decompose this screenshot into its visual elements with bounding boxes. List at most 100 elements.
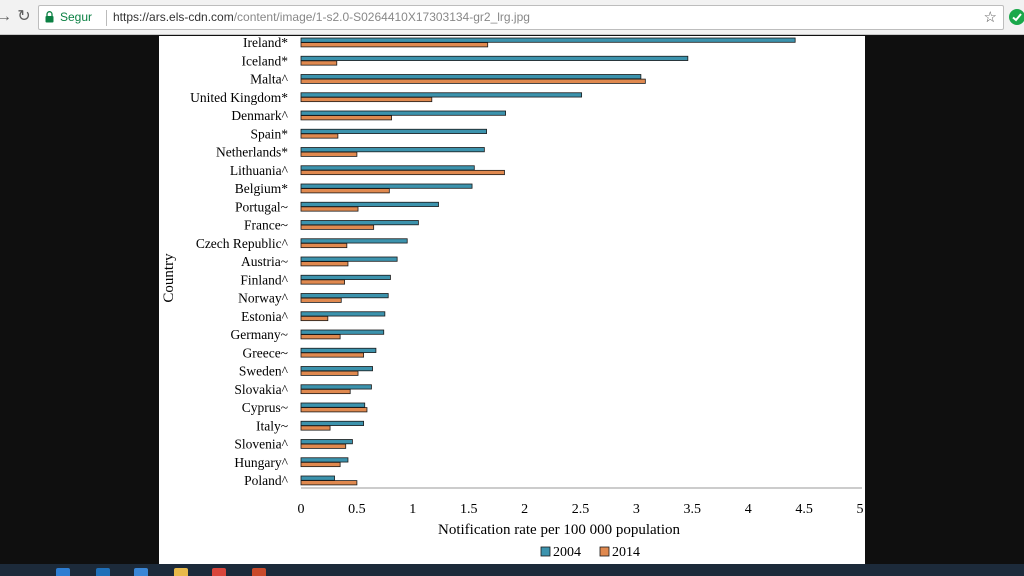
bar-2004	[300, 256, 398, 262]
lock-icon	[45, 11, 54, 23]
category-label: Germany~	[230, 327, 288, 342]
bar-2004	[300, 37, 796, 43]
bar-2004	[300, 74, 642, 80]
category-label: Cyprus~	[242, 400, 288, 415]
y-axis-title: Country	[161, 253, 177, 303]
bar-2004	[300, 457, 349, 463]
x-tick-label: 4.5	[795, 502, 813, 517]
address-separator	[106, 10, 107, 26]
bar-2014	[300, 78, 646, 84]
bar-2014	[300, 388, 351, 395]
bar-2004	[300, 128, 487, 134]
bar-2004	[300, 347, 377, 353]
bar-2014	[300, 133, 339, 139]
category-label: Slovakia^	[234, 382, 288, 397]
category-label: Lithuania^	[230, 163, 289, 178]
legend-label-2014: 2014	[612, 545, 640, 560]
bar-2014	[300, 224, 375, 230]
taskbar-office-icon[interactable]	[252, 568, 266, 576]
bar-2004	[300, 329, 385, 335]
legend-swatch-2014	[599, 546, 610, 557]
category-label: Spain*	[250, 126, 288, 141]
bar-2004	[300, 110, 506, 116]
x-tick-label: 0.5	[348, 502, 366, 517]
category-label: Hungary^	[234, 455, 288, 470]
category-label: Sweden^	[239, 364, 289, 379]
category-label: France~	[244, 218, 288, 233]
extension-check-icon[interactable]	[1009, 9, 1024, 25]
category-label: Austria~	[241, 254, 288, 269]
bar-2014	[300, 334, 341, 340]
x-tick-label: 1	[409, 502, 416, 517]
bar-2004	[300, 220, 419, 226]
bar-2004	[300, 475, 335, 481]
category-label: Malta^	[250, 72, 288, 87]
bar-2014	[300, 279, 346, 285]
category-label: Denmark^	[231, 108, 288, 123]
category-label: Poland^	[244, 473, 289, 488]
address-bar[interactable]: Segur https://ars.els-cdn.com/content/im…	[38, 5, 1004, 30]
taskbar-app-icon[interactable]	[134, 568, 148, 576]
taskbar-browser-icon[interactable]	[56, 568, 70, 576]
bar-2014	[300, 480, 358, 486]
x-tick-label: 2	[521, 502, 528, 517]
bar-2004	[300, 274, 391, 280]
taskbar-chrome-icon[interactable]	[212, 568, 226, 576]
category-label: Greece~	[242, 345, 288, 360]
url-path: /content/image/1-s2.0-S0264410X17303134-…	[233, 10, 530, 24]
bookmark-star-icon[interactable]: ☆	[983, 9, 997, 26]
category-label: Belgium*	[235, 181, 288, 196]
bar-2014	[300, 242, 348, 249]
category-label: Italy~	[256, 418, 288, 433]
secure-label: Segur	[60, 10, 93, 24]
bar-2004	[300, 147, 485, 153]
bar-2004	[300, 293, 389, 299]
legend-swatch-2004	[540, 546, 551, 557]
taskbar-folder-icon[interactable]	[174, 568, 188, 576]
bar-2014	[300, 115, 392, 121]
bar-2014	[300, 151, 358, 157]
category-label: Estonia^	[241, 309, 288, 324]
reload-icon[interactable]: ↻	[17, 8, 31, 25]
bar-2004	[300, 55, 689, 61]
bar-2014	[300, 443, 347, 449]
bar-2014	[300, 206, 359, 212]
x-axis-title: Notification rate per 100 000 population	[438, 522, 681, 538]
bar-2014	[300, 370, 359, 376]
bar-2004	[300, 366, 373, 372]
bar-2004	[300, 439, 353, 445]
forward-arrow-icon[interactable]: →	[0, 8, 12, 25]
legend-label-2004: 2004	[553, 545, 581, 560]
browser-toolbar: → ↻ Segur https://ars.els-cdn.com/conten…	[0, 0, 1024, 35]
x-tick-label: 4	[745, 502, 752, 517]
bar-2014	[300, 315, 329, 322]
bar-2014	[300, 425, 331, 431]
url-text[interactable]: https://ars.els-cdn.com/content/image/1-…	[113, 10, 530, 24]
bar-2004	[300, 238, 408, 244]
x-tick-label: 3.5	[684, 502, 702, 517]
x-tick-label: 2.5	[572, 502, 590, 517]
category-label: Norway^	[238, 291, 288, 306]
bar-2014	[300, 96, 433, 103]
bar-chart: Ireland* Iceland* Malta^ United Kingdom* Den…	[161, 36, 864, 560]
x-tick-label: 1.5	[460, 502, 478, 517]
x-tick-label: 0	[298, 502, 305, 517]
category-label: Portugal~	[235, 199, 288, 214]
category-label: Finland^	[240, 272, 288, 287]
taskbar-word-icon[interactable]	[96, 568, 110, 576]
x-tick-label: 5	[857, 502, 864, 517]
bar-2014	[300, 407, 368, 413]
taskbar	[0, 564, 1024, 576]
bar-2004	[300, 165, 475, 171]
category-label: Iceland*	[242, 53, 289, 68]
chart-figure: Ireland* Iceland* Malta^ United Kingdom* Den…	[159, 36, 865, 564]
bar-2004	[300, 201, 439, 207]
bar-2004	[300, 420, 365, 426]
category-label: Slovenia^	[234, 437, 288, 452]
x-tick-label: 3	[633, 502, 640, 517]
category-label: Ireland*	[243, 36, 288, 50]
bar-2004	[300, 311, 386, 317]
category-label: United Kingdom*	[190, 90, 288, 105]
bar-2014	[300, 297, 342, 303]
url-host: https://ars.els-cdn.com	[113, 10, 234, 24]
